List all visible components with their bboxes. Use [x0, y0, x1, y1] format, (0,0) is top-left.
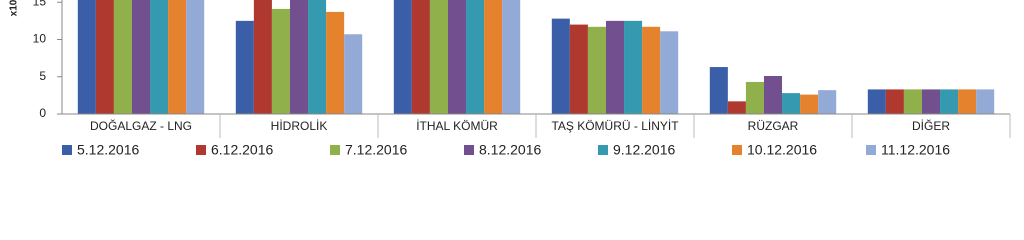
bar — [150, 0, 169, 114]
y-axis-label: x10 — [9, 0, 20, 16]
bar — [903, 89, 922, 114]
legend-swatch — [196, 145, 206, 155]
x-tick-label: RÜZGAR — [748, 119, 799, 133]
bar — [326, 11, 345, 114]
bar — [235, 20, 254, 114]
bar — [940, 89, 959, 114]
bar — [113, 0, 132, 114]
bar — [131, 0, 151, 114]
bar — [344, 34, 363, 114]
bar — [502, 0, 521, 114]
bar — [642, 26, 661, 114]
bar — [186, 0, 205, 114]
legend-swatch — [598, 145, 608, 155]
bar — [308, 0, 327, 114]
x-tick-label: DİĞER — [912, 118, 950, 133]
x-tick-label: HİDROLİK — [271, 119, 328, 133]
bar — [95, 0, 114, 114]
legend-label: 10.12.2016 — [747, 142, 817, 158]
legend-label: 11.12.2016 — [881, 142, 950, 158]
bar — [763, 76, 783, 114]
legend-label: 6.12.2016 — [211, 142, 273, 158]
bar — [885, 89, 904, 114]
bar — [727, 101, 746, 114]
legend-label: 9.12.2016 — [613, 142, 675, 158]
bar — [569, 24, 588, 114]
legend-label: 7.12.2016 — [345, 142, 407, 158]
bar — [587, 26, 606, 114]
bar — [976, 89, 995, 114]
bar — [709, 67, 728, 114]
x-tick-label: İTHAL KÖMÜR — [416, 119, 498, 133]
x-tick-label: DOĞALGAZ - LNG — [90, 118, 192, 133]
legend-swatch — [732, 145, 742, 155]
bar — [782, 93, 801, 114]
bar — [867, 89, 886, 114]
bar — [958, 89, 977, 114]
bar — [393, 0, 412, 114]
bar — [551, 18, 570, 114]
legend-label: 8.12.2016 — [479, 142, 541, 158]
y-tick-label: 15 — [33, 0, 47, 8]
legend-swatch — [464, 145, 474, 155]
bar — [818, 90, 837, 114]
bar — [411, 0, 430, 114]
bar — [605, 20, 625, 114]
legend-swatch — [330, 145, 340, 155]
y-tick-label: 5 — [39, 69, 46, 83]
legend-swatch — [866, 145, 876, 155]
bar — [447, 0, 467, 114]
legend-swatch — [62, 145, 72, 155]
bar — [624, 20, 643, 114]
bar — [466, 0, 485, 114]
bar — [289, 0, 309, 114]
y-tick-label: 10 — [33, 32, 47, 46]
bar — [800, 94, 819, 114]
x-tick-label: TAŞ KÖMÜRÜ - LİNYİT — [551, 119, 679, 133]
bar — [429, 0, 448, 114]
bar — [271, 8, 290, 114]
bar — [168, 0, 187, 114]
bar — [253, 0, 272, 114]
bar — [745, 81, 764, 114]
bar — [660, 31, 679, 114]
legend-label: 5.12.2016 — [77, 142, 139, 158]
bar — [77, 0, 96, 114]
bar — [484, 0, 503, 114]
bar — [921, 89, 941, 114]
chart: x10 0 5 10 15 DOĞALGAZ - LNG HİDROLİK İTHAL KÖ… — [9, 0, 1011, 158]
y-tick-label: 0 — [39, 106, 46, 120]
